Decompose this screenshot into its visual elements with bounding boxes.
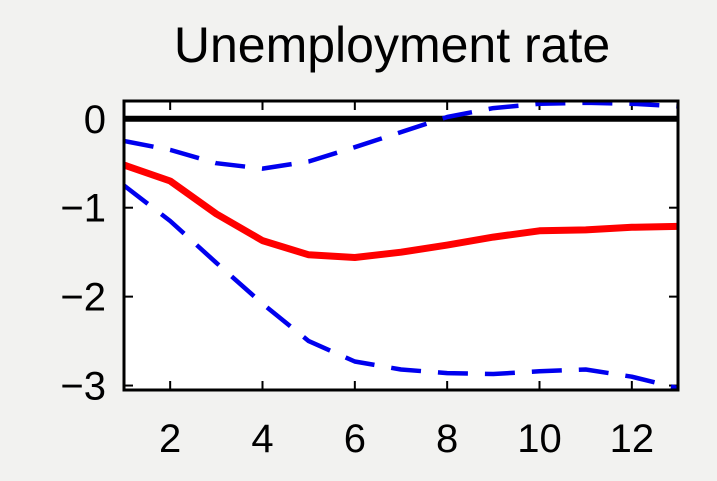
lines-layer: [124, 101, 678, 390]
series-point-estimate: [124, 161, 678, 261]
x-tick-label: 8: [436, 417, 458, 461]
series-upper-band: [124, 101, 678, 171]
y-tick-label: −1: [60, 187, 106, 231]
labels-layer: 2 4 6 8 10 12 0 −1 −2 −3: [60, 98, 654, 461]
x-tick-label: 12: [610, 417, 655, 461]
chart-title: Unemployment rate: [174, 17, 610, 73]
plot-area: [124, 101, 678, 390]
series-lower-band: [124, 183, 678, 390]
x-tick-label: 4: [251, 417, 273, 461]
x-tick-label: 10: [517, 417, 562, 461]
plot-frame: [122, 99, 680, 392]
y-tick-label: −3: [60, 365, 106, 409]
x-tick-label: 6: [344, 417, 366, 461]
y-tick-label: 0: [84, 98, 106, 142]
y-tick-label: −2: [60, 276, 106, 320]
x-tick-label: 2: [159, 417, 181, 461]
